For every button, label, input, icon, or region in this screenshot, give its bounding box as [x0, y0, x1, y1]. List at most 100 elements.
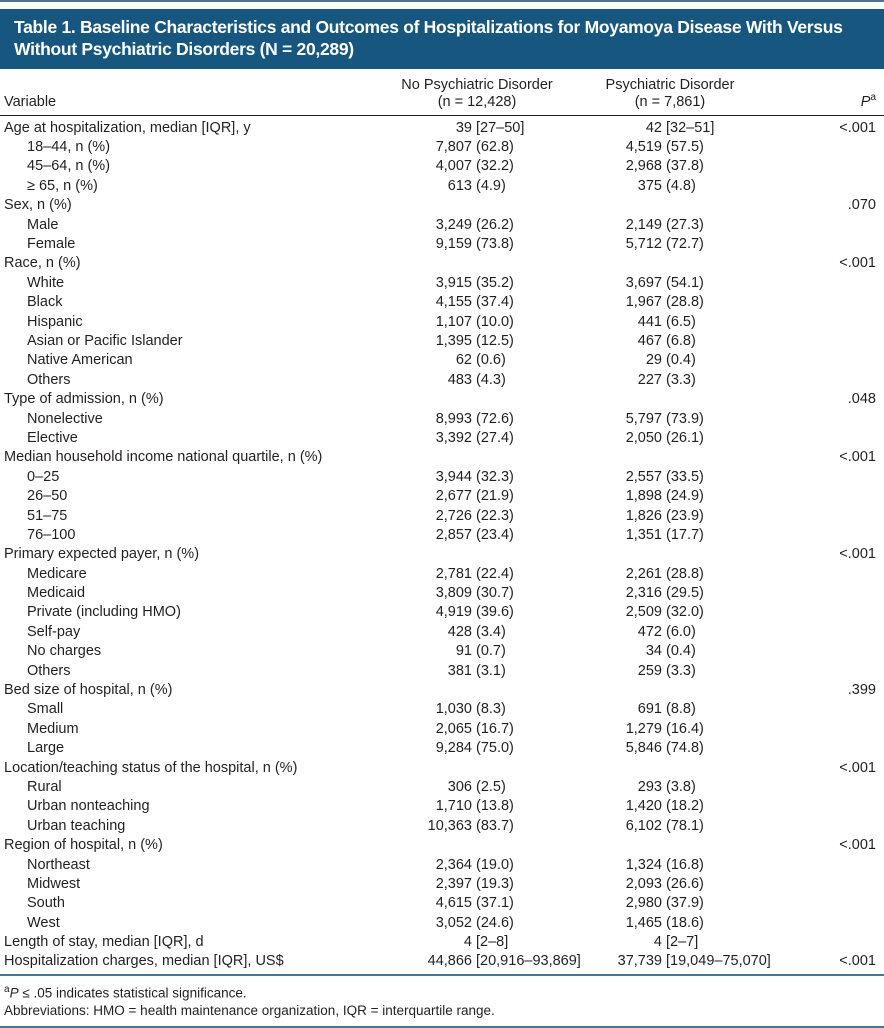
psych-value-cell: 259 (3.3) — [572, 661, 768, 680]
variable-label: Urban teaching — [27, 817, 126, 834]
parenthetical-value: (27.3) — [666, 216, 704, 233]
parenthetical-value: [19,049–75,070] — [666, 953, 771, 970]
parenthetical-value: (26.6) — [666, 875, 704, 892]
psych-value-cell: 293 (3.8) — [572, 777, 768, 796]
p-header-superscript: a — [870, 92, 876, 104]
count-value: 9,159 — [435, 236, 472, 253]
count-value: 1,279 — [625, 720, 662, 737]
parenthetical-value: (32.3) — [476, 468, 514, 485]
table-row: Elective 3,392 (27.4) 2,050 (26.1) — [0, 428, 884, 447]
parenthetical-value: (6.5) — [666, 313, 696, 330]
variable-label: White — [27, 274, 65, 291]
no-psych-value-cell: 3,944 (32.3) — [382, 467, 572, 486]
parenthetical-value: (3.8) — [666, 778, 696, 795]
variable-cell: 18–44, n (%) — [0, 137, 382, 156]
variable-cell: Large — [0, 739, 382, 758]
parenthetical-value: (18.2) — [666, 798, 704, 815]
count-value: 2,397 — [435, 875, 472, 892]
psych-value-cell: 34 (0.4) — [572, 642, 768, 661]
p-value-cell — [768, 816, 884, 835]
no-psych-value-cell: 4,615 (37.1) — [382, 894, 572, 913]
variable-label: 0–25 — [27, 468, 60, 485]
parenthetical-value: [32–51] — [666, 119, 715, 136]
p-value-cell: <.001 — [839, 119, 876, 136]
p-value-cell — [768, 409, 884, 428]
count-value: 441 — [637, 313, 662, 330]
table-row: South 4,615 (37.1) 2,980 (37.9) — [0, 894, 884, 913]
no-psych-value-cell: 2,677 (21.9) — [382, 486, 572, 505]
parenthetical-value: (54.1) — [666, 274, 704, 291]
psych-value-cell — [572, 254, 768, 273]
variable-label: Urban nonteaching — [27, 798, 150, 815]
parenthetical-value: (74.8) — [666, 740, 704, 757]
variable-label: Location/teaching status of the hospital… — [4, 759, 298, 776]
table-row: Sex, n (%) .070 — [0, 196, 884, 215]
p-value-cell: <.001 — [839, 255, 876, 272]
psych-value-cell: 2,968 (37.8) — [572, 157, 768, 176]
count-value: 306 — [447, 778, 472, 795]
psych-value-cell: 2,261 (28.8) — [572, 564, 768, 583]
p-value-cell — [768, 467, 884, 486]
count-value: 10,363 — [427, 817, 472, 834]
table-row: Others 381 (3.1) 259 (3.3) — [0, 661, 884, 680]
count-value: 91 — [455, 643, 472, 660]
p-value-cell — [768, 700, 884, 719]
count-value: 1,967 — [625, 294, 662, 311]
no-psych-value-cell: 9,159 (73.8) — [382, 234, 572, 253]
p-value-cell — [768, 486, 884, 505]
variable-label: Private (including HMO) — [27, 604, 181, 621]
no-psych-value-cell: 7,807 (62.8) — [382, 137, 572, 156]
variable-label: 45–64, n (%) — [27, 158, 111, 175]
count-value: 691 — [637, 701, 662, 718]
psych-value-cell: 467 (6.8) — [572, 331, 768, 350]
variable-label: West — [27, 914, 60, 931]
variable-cell: 76–100 — [0, 525, 382, 544]
no-psych-value-cell: 2,065 (16.7) — [382, 719, 572, 738]
p-value-cell — [768, 273, 884, 292]
variable-cell: Median household income national quartil… — [0, 448, 382, 467]
no-psych-value-cell: 2,397 (19.3) — [382, 874, 572, 893]
table-row: Location/teaching status of the hospital… — [0, 758, 884, 777]
parenthetical-value: (8.3) — [476, 701, 506, 718]
table-row: Rural 306 (2.5) 293 (3.8) — [0, 777, 884, 796]
count-value: 3,809 — [435, 585, 472, 602]
count-value: 3,915 — [435, 274, 472, 291]
parenthetical-value: (39.6) — [476, 604, 514, 621]
count-value: 44,866 — [427, 953, 472, 970]
variable-label: Asian or Pacific Islander — [27, 332, 183, 349]
variable-cell: Medium — [0, 719, 382, 738]
variable-cell: Age at hospitalization, median [IQR], y — [0, 116, 382, 138]
table-row: 18–44, n (%) 7,807 (62.8) 4,519 (57.5) — [0, 137, 884, 156]
variable-label: Large — [27, 740, 65, 757]
count-value: 2,781 — [435, 565, 472, 582]
count-value: 5,846 — [625, 740, 662, 757]
parenthetical-value: (0.7) — [476, 643, 506, 660]
psych-value-cell: 3,697 (54.1) — [572, 273, 768, 292]
p-value-cell — [768, 661, 884, 680]
variable-label: Median household income national quartil… — [4, 449, 323, 466]
parenthetical-value: (23.9) — [666, 507, 704, 524]
variable-cell: Rural — [0, 777, 382, 796]
variable-cell: Urban nonteaching — [0, 797, 382, 816]
count-value: 1,107 — [435, 313, 472, 330]
parenthetical-value: (72.7) — [666, 236, 704, 253]
no-psych-value-cell — [382, 448, 572, 467]
variable-label: Age at hospitalization, median [IQR], y — [4, 119, 251, 136]
parenthetical-value: (16.8) — [666, 856, 704, 873]
count-value: 4,615 — [435, 895, 472, 912]
count-value: 472 — [637, 623, 662, 640]
table-row: 26–50 2,677 (21.9) 1,898 (24.9) — [0, 486, 884, 505]
psych-header-n: (n = 7,861) — [634, 94, 706, 110]
table-row: Race, n (%) <.001 — [0, 254, 884, 273]
no-psych-value-cell: 10,363 (83.7) — [382, 816, 572, 835]
variable-cell: Northeast — [0, 855, 382, 874]
psych-value-cell: 1,465 (18.6) — [572, 913, 768, 932]
parenthetical-value: (26.1) — [666, 429, 704, 446]
p-value-cell — [768, 855, 884, 874]
p-value-cell — [768, 564, 884, 583]
table-row: Region of hospital, n (%) <.001 — [0, 835, 884, 854]
variable-label: Length of stay, median [IQR], d — [4, 934, 204, 951]
count-value: 4,007 — [435, 158, 472, 175]
p-value-cell — [768, 913, 884, 932]
column-header-psychiatric-disorder: Psychiatric Disorder (n = 7,861) — [572, 69, 768, 116]
